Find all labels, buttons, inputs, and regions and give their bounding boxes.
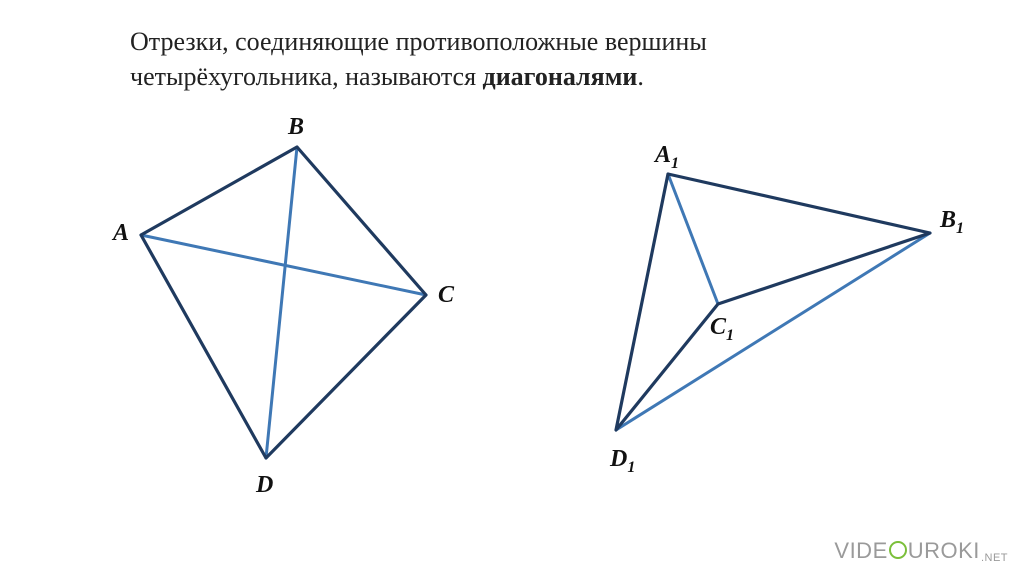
label-A: A bbox=[111, 220, 129, 246]
diagram-stage: A B C D A1 B1 C1 D1 bbox=[0, 0, 1024, 574]
watermark: VIDEUROKI.NET bbox=[834, 538, 1008, 564]
watermark-net: .NET bbox=[981, 552, 1008, 564]
label-D: D bbox=[255, 472, 273, 498]
left-diag-bd bbox=[266, 147, 297, 458]
label-C: C bbox=[438, 282, 455, 308]
label-A1: A1 bbox=[653, 142, 679, 172]
left-quad bbox=[141, 147, 426, 458]
label-D1: D1 bbox=[609, 446, 635, 476]
right-diag-b1d1 bbox=[616, 233, 930, 430]
label-B1: B1 bbox=[939, 207, 964, 237]
watermark-o-icon bbox=[889, 541, 907, 559]
label-B: B bbox=[287, 114, 304, 140]
right-diag-a1c1 bbox=[668, 174, 718, 304]
label-C1: C1 bbox=[710, 314, 734, 344]
right-quad bbox=[616, 174, 930, 430]
